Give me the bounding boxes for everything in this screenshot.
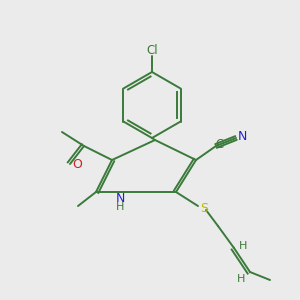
Text: H: H bbox=[116, 202, 124, 212]
Text: S: S bbox=[200, 202, 208, 214]
Text: N: N bbox=[115, 193, 125, 206]
Text: H: H bbox=[239, 241, 247, 251]
Text: O: O bbox=[72, 158, 82, 172]
Text: C: C bbox=[216, 137, 224, 151]
Text: N: N bbox=[237, 130, 247, 142]
Text: Cl: Cl bbox=[146, 44, 158, 56]
Text: H: H bbox=[237, 274, 245, 284]
